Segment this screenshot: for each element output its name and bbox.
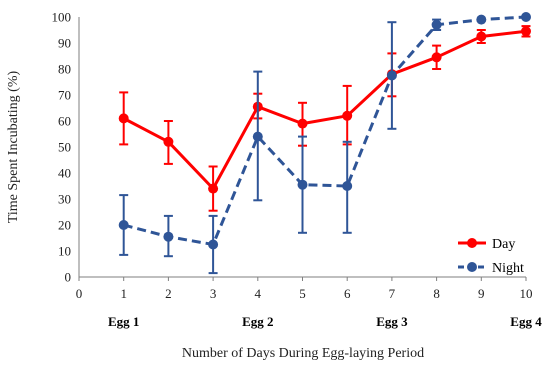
legend-item-day: Day bbox=[458, 237, 515, 252]
legend-label: Night bbox=[492, 261, 524, 276]
x-tick-label: 5 bbox=[299, 286, 306, 301]
y-tick-label: 100 bbox=[52, 10, 72, 25]
y-tick-label: 60 bbox=[58, 114, 71, 129]
data-point bbox=[342, 181, 353, 191]
data-point bbox=[118, 220, 129, 230]
y-axis-title: Time Spent Incubating (%) bbox=[6, 71, 21, 224]
data-point bbox=[386, 70, 397, 81]
data-point bbox=[431, 19, 442, 30]
y-tick-labels: 0 10 20 30 40 50 60 70 80 90 100 bbox=[52, 10, 72, 285]
data-point bbox=[163, 136, 174, 147]
x-tick-labels: 0 1 2 3 4 5 6 7 8 9 10 bbox=[76, 277, 533, 301]
x-tick-label: 9 bbox=[478, 286, 485, 301]
egg-label: Egg 4 bbox=[510, 314, 542, 329]
y-tick-label: 10 bbox=[58, 244, 71, 259]
egg-label: Egg 1 bbox=[108, 314, 139, 329]
legend: Day Night bbox=[458, 237, 524, 276]
data-point bbox=[252, 131, 263, 142]
x-tick-label: 4 bbox=[255, 286, 262, 301]
data-point bbox=[118, 113, 129, 124]
y-tick-label: 90 bbox=[58, 36, 71, 51]
legend-swatch-marker bbox=[467, 238, 477, 248]
y-tick-label: 80 bbox=[58, 62, 71, 77]
data-point bbox=[476, 31, 487, 42]
series-line bbox=[123, 29, 527, 191]
y-tick-label: 20 bbox=[58, 218, 71, 233]
data-point bbox=[342, 110, 353, 121]
plot-area: 0 10 20 30 40 50 60 70 80 90 100 0 1 2 3 4 5 6 7 8 9 10 Egg … bbox=[52, 10, 543, 330]
data-point bbox=[431, 52, 442, 63]
data-point bbox=[208, 183, 219, 194]
y-tick-label: 40 bbox=[58, 166, 71, 181]
x-tick-label: 7 bbox=[389, 286, 396, 301]
x-tick-label: 2 bbox=[165, 286, 172, 301]
egg-label: Egg 3 bbox=[376, 314, 408, 329]
egg-label: Egg 2 bbox=[242, 314, 273, 329]
y-tick-label: 70 bbox=[58, 88, 71, 103]
data-point bbox=[163, 231, 174, 242]
series-night bbox=[118, 12, 531, 275]
x-tick-label: 1 bbox=[120, 286, 127, 301]
egg-labels: Egg 1 Egg 2 Egg 3 Egg 4 bbox=[108, 314, 542, 329]
series-day bbox=[118, 25, 531, 212]
data-point bbox=[297, 179, 308, 190]
y-tick-label: 0 bbox=[65, 270, 72, 285]
x-tick-label: 8 bbox=[433, 286, 440, 301]
data-point bbox=[208, 239, 219, 250]
x-tick-label: 3 bbox=[210, 286, 217, 301]
data-point bbox=[521, 12, 531, 22]
series-layer bbox=[118, 12, 531, 275]
y-tick-label: 30 bbox=[58, 192, 71, 207]
legend-swatch-marker bbox=[467, 262, 477, 272]
x-tick-label: 0 bbox=[76, 286, 83, 301]
data-point bbox=[297, 118, 308, 129]
data-point bbox=[476, 14, 487, 25]
x-tick-label: 10 bbox=[520, 286, 533, 301]
data-point bbox=[521, 26, 531, 37]
legend-item-night: Night bbox=[458, 261, 524, 276]
legend-label: Day bbox=[492, 237, 515, 252]
series-line bbox=[123, 15, 527, 246]
x-axis-title: Number of Days During Egg-laying Period bbox=[182, 346, 424, 361]
x-tick-label: 6 bbox=[344, 286, 351, 301]
y-tick-label: 50 bbox=[58, 140, 71, 155]
